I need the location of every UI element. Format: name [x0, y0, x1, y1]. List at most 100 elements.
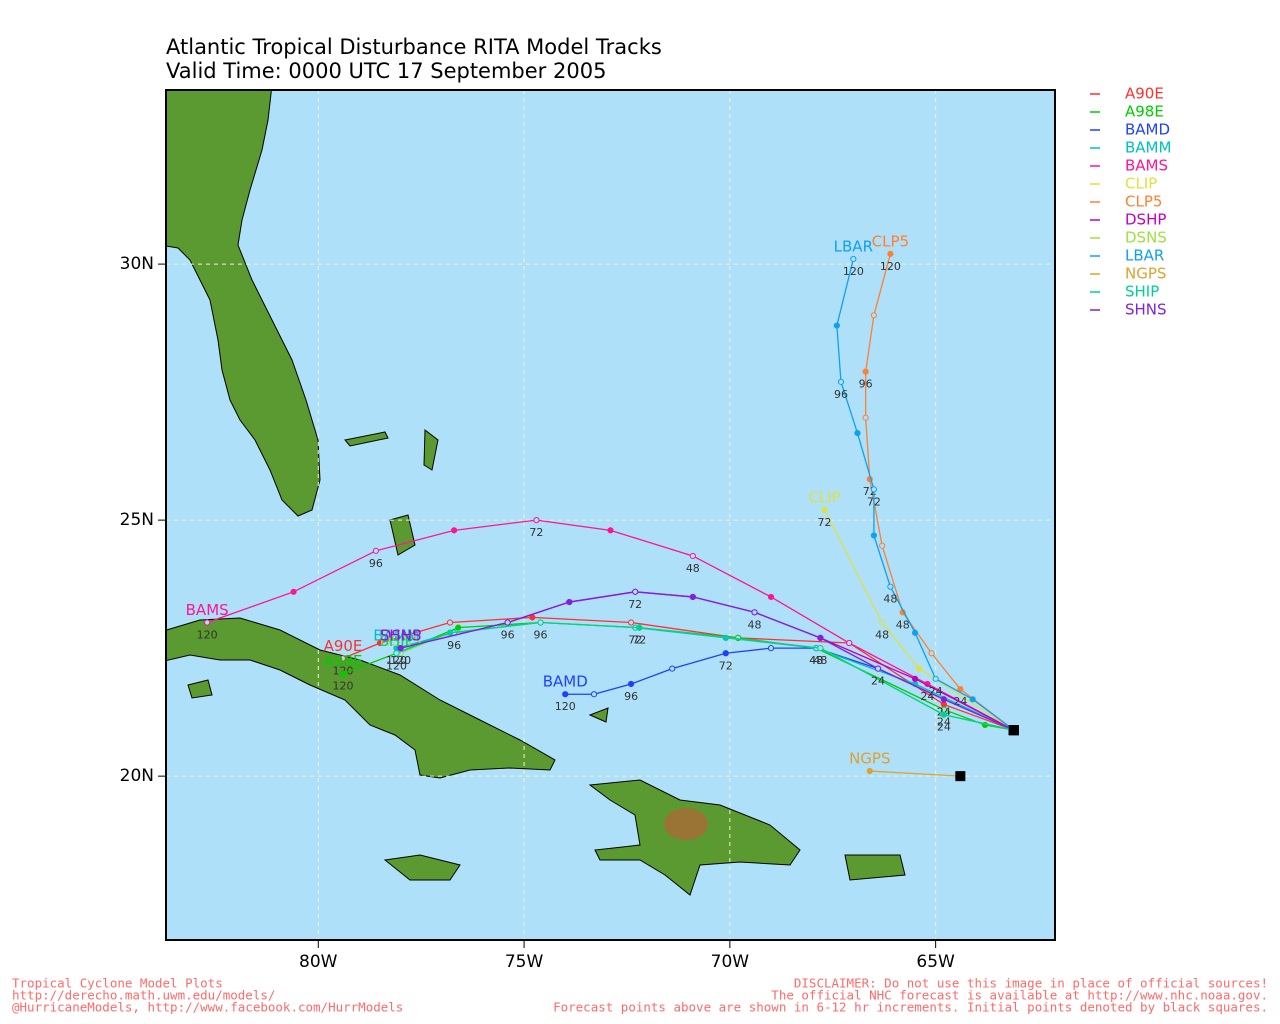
footer-left: @HurricaneModels, http://www.facebook.co… [12, 1000, 403, 1015]
track-name: DSHP [380, 627, 421, 645]
legend-label: DSHP [1125, 211, 1166, 229]
forecast-point [451, 527, 458, 534]
forecast-hour-label: 72 [867, 495, 881, 508]
forecast-hour-label: 72 [818, 516, 832, 529]
forecast-point [669, 665, 676, 672]
forecast-point [504, 619, 511, 626]
forecast-hour-label: 48 [809, 654, 823, 667]
footer-right: Forecast points above are shown in 6-12 … [553, 1000, 1268, 1015]
forecast-point [928, 650, 935, 657]
track-name: CLIP [808, 488, 840, 506]
track-line [823, 509, 1015, 731]
forecast-point [566, 598, 573, 606]
chart-subtitle: Valid Time: 0000 UTC 17 September 2005 [166, 59, 606, 83]
forecast-hour-label: 120 [332, 680, 353, 693]
forecast-point [870, 312, 878, 319]
forecast-point [689, 552, 696, 560]
forecast-point [879, 619, 886, 626]
track-name: A98E [324, 652, 363, 670]
forecast-point [767, 593, 775, 601]
forecast-hour-label: 24 [937, 716, 951, 729]
y-tick-label: 25N [120, 510, 154, 530]
forecast-hour-label: 72 [628, 634, 642, 647]
forecast-point [533, 517, 540, 524]
y-tick-label: 20N [120, 766, 154, 786]
forecast-point [339, 670, 347, 677]
forecast-point [627, 680, 635, 688]
forecast-point [446, 629, 454, 636]
forecast-point [874, 665, 882, 672]
track: NGPS [849, 750, 966, 782]
forecast-point [455, 624, 462, 631]
footer-left: Tropical Cyclone Model Plots [12, 976, 223, 991]
forecast-hour-label: 120 [843, 265, 864, 278]
grand-bahama [344, 431, 389, 447]
forecast-point [817, 645, 824, 652]
forecast-point [911, 675, 919, 682]
grid: 80W 75W 70W 65W 20N 25N 30N [120, 90, 1055, 972]
legend: A90EA98EBAMDBAMMBAMSCLIPCLP5DSHPDSNSLBAR… [1090, 85, 1171, 319]
forecast-point [537, 619, 544, 626]
chart-title: Atlantic Tropical Disturbance RITA Model… [166, 35, 662, 59]
legend-label: BAMS [1125, 157, 1168, 175]
track-name: NGPS [849, 750, 890, 768]
forecast-point [870, 486, 878, 493]
forecast-hour-label: 96 [859, 378, 873, 391]
forecast-hour-label: 96 [447, 639, 461, 652]
legend-label: BAMD [1125, 121, 1170, 139]
forecast-hour-label: 72 [628, 598, 642, 611]
land [166, 90, 906, 896]
forecast-hour-label: 48 [896, 618, 910, 631]
forecast-hour-label: 48 [883, 593, 897, 606]
x-tick-label: 80W [299, 952, 338, 972]
x-tick-label: 65W [916, 952, 955, 972]
abaco [423, 429, 439, 471]
forecast-point [393, 650, 400, 657]
legend-label: A98E [1125, 103, 1164, 121]
forecast-point [846, 639, 853, 647]
forecast-point [887, 250, 894, 257]
track: 24 48 72 96 120 SHNS [380, 588, 1019, 736]
track-name: SHNS [380, 627, 422, 645]
footer-left: http://derecho.math.uwm.edu/models/ [12, 988, 275, 1003]
forecast-point [916, 665, 923, 672]
forecast-point [446, 619, 454, 626]
hispaniola-highlands [664, 808, 708, 840]
initial-point [955, 771, 966, 782]
jamaica [383, 854, 461, 881]
forecast-point [376, 639, 384, 647]
legend-label: SHNS [1125, 301, 1167, 319]
forecast-point [767, 645, 775, 652]
track-line [869, 770, 961, 777]
forecast-point [940, 711, 947, 718]
track-name: BAMD [543, 673, 588, 691]
legend-label: NGPS [1125, 265, 1166, 283]
footer: Tropical Cyclone Model Plotshttp://derec… [12, 976, 1268, 1015]
forecast-point [833, 322, 840, 329]
forecast-point [627, 619, 635, 626]
forecast-point [862, 414, 869, 421]
forecast-point [590, 691, 598, 698]
track-name: CLP5 [872, 232, 909, 250]
forecast-hour-label: 96 [369, 557, 383, 570]
forecast-point [870, 532, 878, 539]
forecast-hour-label: 24 [929, 685, 943, 698]
track-line [865, 253, 1015, 731]
forecast-point [887, 583, 894, 590]
footer-right: The official NHC forecast is available a… [771, 988, 1268, 1003]
forecast-point [940, 696, 947, 703]
forecast-hour-label: 24 [871, 675, 885, 688]
tracks: 120 A90E 24 120 A98E 24 48 72 96 120 BAMD 48 72 96 120… [186, 232, 1019, 782]
forecast-point [969, 696, 976, 703]
florida [166, 90, 321, 517]
forecast-hour-label: 48 [686, 562, 700, 575]
forecast-point [562, 691, 569, 698]
forecast-hour-label: 120 [390, 654, 411, 667]
forecast-point [204, 619, 211, 626]
forecast-point [607, 527, 614, 534]
forecast-hour-label: 48 [813, 654, 827, 667]
forecast-point [751, 609, 758, 616]
isle-of-youth [187, 679, 213, 699]
x-tick-label: 75W [505, 952, 544, 972]
forecast-point [821, 506, 828, 513]
